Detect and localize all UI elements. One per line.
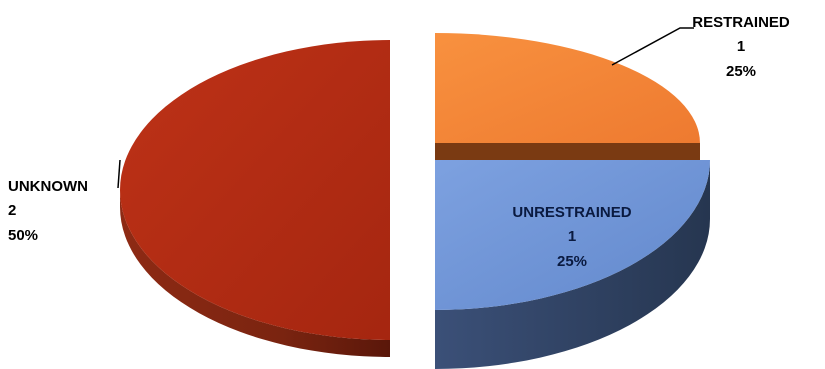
data-label-unknown-name: UNKNOWN: [8, 178, 88, 195]
pie-slice-unknown: [120, 40, 390, 357]
data-label-unknown-percent: 50%: [8, 227, 38, 244]
leader-line-restrained: [611, 27, 694, 66]
pie-slice-restrained-side: [435, 143, 700, 160]
pie-slice-unknown-top: [120, 40, 390, 340]
data-label-restrained-value: 1: [737, 38, 745, 55]
data-label-unrestrained-percent: 25%: [557, 253, 587, 270]
pie-slice-unrestrained-top: [435, 160, 710, 310]
data-label-unrestrained: UNRESTRAINED 1 25%: [512, 204, 631, 270]
pie-slice-unknown-side: [120, 190, 390, 357]
data-label-restrained-percent: 25%: [726, 63, 756, 80]
data-label-unrestrained-value: 1: [568, 228, 576, 245]
leader-line-unknown: [117, 159, 121, 189]
data-label-unrestrained-name: UNRESTRAINED: [512, 204, 631, 221]
data-label-unknown: UNKNOWN 2 50%: [8, 178, 88, 244]
data-label-unknown-value: 2: [8, 202, 16, 219]
pie-slice-unrestrained-side: [435, 160, 710, 369]
pie-slice-restrained: [435, 33, 700, 160]
pie-slice-unrestrained: [435, 160, 710, 369]
data-label-restrained-name: RESTRAINED: [692, 14, 790, 31]
pie-slice-restrained-top: [435, 33, 700, 143]
data-label-restrained: RESTRAINED 1 25%: [692, 14, 790, 80]
